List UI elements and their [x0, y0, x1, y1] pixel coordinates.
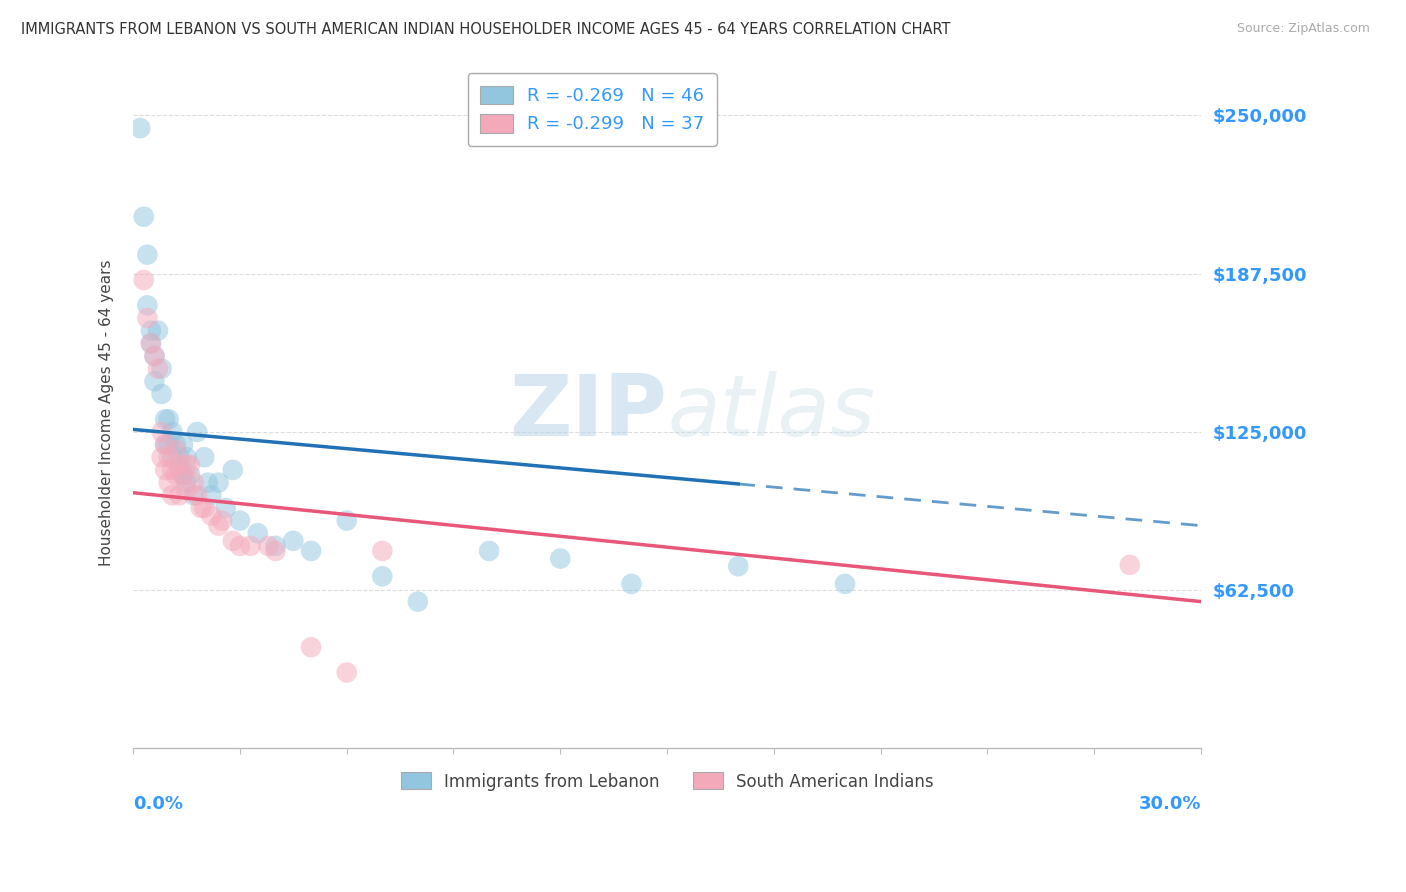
Point [229, 514, 252, 528]
Point [183, 488, 205, 502]
Point [129, 121, 152, 136]
Text: Source: ZipAtlas.com: Source: ZipAtlas.com [1237, 22, 1371, 36]
Point [620, 577, 643, 591]
Text: ZIP: ZIP [509, 371, 666, 454]
Point [179, 458, 201, 472]
Point [193, 450, 215, 465]
Point [169, 458, 191, 472]
Point [207, 518, 229, 533]
Point [239, 539, 262, 553]
Point [157, 475, 180, 490]
Point [211, 514, 233, 528]
Point [548, 551, 571, 566]
Point [162, 450, 184, 465]
Point [371, 569, 394, 583]
Point [183, 475, 205, 490]
Legend: Immigrants from Lebanon, South American Indians: Immigrants from Lebanon, South American … [391, 763, 943, 800]
Point [162, 488, 184, 502]
Point [169, 488, 191, 502]
Point [200, 488, 222, 502]
Point [143, 349, 166, 363]
Point [139, 324, 162, 338]
Point [299, 640, 322, 655]
Point [165, 437, 187, 451]
Point [207, 475, 229, 490]
Point [283, 533, 305, 548]
Point [150, 387, 173, 401]
Point [197, 475, 219, 490]
Point [264, 544, 287, 558]
Point [162, 463, 184, 477]
Point [172, 468, 194, 483]
Point [146, 324, 169, 338]
Text: 30.0%: 30.0% [1139, 796, 1201, 814]
Point [336, 665, 359, 680]
Point [1119, 558, 1142, 572]
Point [139, 336, 162, 351]
Text: IMMIGRANTS FROM LEBANON VS SOUTH AMERICAN INDIAN HOUSEHOLDER INCOME AGES 45 - 64: IMMIGRANTS FROM LEBANON VS SOUTH AMERICA… [21, 22, 950, 37]
Point [406, 594, 429, 608]
Point [136, 311, 159, 326]
Point [150, 425, 173, 439]
Point [246, 526, 269, 541]
Point [222, 533, 245, 548]
Point [222, 463, 245, 477]
Text: atlas: atlas [666, 371, 875, 454]
Point [229, 539, 252, 553]
Point [193, 500, 215, 515]
Text: 0.0%: 0.0% [134, 796, 183, 814]
Point [172, 437, 194, 451]
Point [190, 500, 212, 515]
Point [179, 468, 201, 483]
Point [478, 544, 501, 558]
Point [371, 544, 394, 558]
Point [136, 298, 159, 312]
Point [169, 463, 191, 477]
Point [176, 483, 198, 498]
Point [186, 488, 208, 502]
Point [153, 412, 176, 426]
Point [172, 468, 194, 483]
Point [136, 248, 159, 262]
Point [132, 273, 155, 287]
Point [176, 475, 198, 490]
Point [169, 450, 191, 465]
Point [153, 437, 176, 451]
Point [143, 349, 166, 363]
Y-axis label: Householder Income Ages 45 - 64 years: Householder Income Ages 45 - 64 years [100, 260, 114, 566]
Point [176, 458, 198, 472]
Point [165, 442, 187, 457]
Point [176, 450, 198, 465]
Point [257, 539, 280, 553]
Point [157, 412, 180, 426]
Point [299, 544, 322, 558]
Point [264, 539, 287, 553]
Point [150, 361, 173, 376]
Point [162, 425, 184, 439]
Point [165, 468, 187, 483]
Point [200, 508, 222, 523]
Point [157, 450, 180, 465]
Point [139, 336, 162, 351]
Point [150, 450, 173, 465]
Point [153, 437, 176, 451]
Point [153, 463, 176, 477]
Point [132, 210, 155, 224]
Point [146, 361, 169, 376]
Point [143, 374, 166, 388]
Point [157, 437, 180, 451]
Point [336, 514, 359, 528]
Point [834, 577, 856, 591]
Point [727, 559, 749, 574]
Point [186, 425, 208, 439]
Point [214, 500, 236, 515]
